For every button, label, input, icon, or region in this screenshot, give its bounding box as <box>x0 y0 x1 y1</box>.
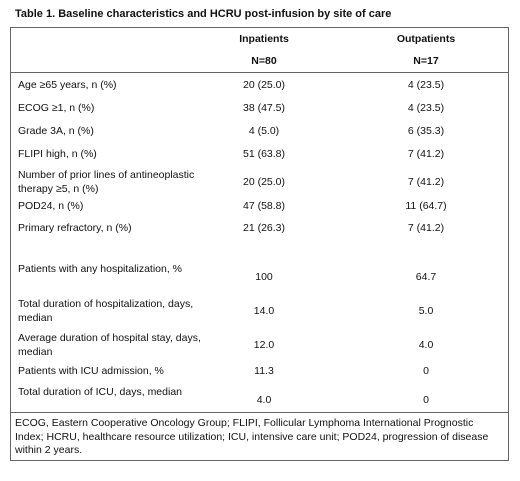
table-frame <box>10 27 509 461</box>
row-label: FLIPI high, n (%) <box>18 148 97 160</box>
cell-inpatients: 20 (25.0) <box>242 176 286 188</box>
col-header-outpatients: Outpatients <box>396 33 456 45</box>
row-label: Age ≥65 years, n (%) <box>18 79 117 91</box>
table-footnote: ECOG, Eastern Cooperative Oncology Group… <box>15 417 489 456</box>
cell-inpatients: 12.0 <box>253 339 275 351</box>
row-label: Average duration of hospital stay, days,… <box>18 332 201 358</box>
cell-outpatients: 11 (64.7) <box>405 200 447 212</box>
header-divider <box>10 72 509 73</box>
row-label: ECOG ≥1, n (%) <box>18 102 95 114</box>
row-label: Patients with ICU admission, % <box>18 365 164 377</box>
row-label: Primary refractory, n (%) <box>18 222 132 234</box>
cell-inpatients: 20 (25.0) <box>242 79 286 91</box>
cell-outpatients: 0 <box>423 394 429 406</box>
cell-outpatients: 5.0 <box>418 305 434 317</box>
cell-outpatients: 7 (41.2) <box>407 148 445 160</box>
cell-inpatients: 14.0 <box>253 305 275 317</box>
cell-outpatients: 7 (41.2) <box>407 176 445 188</box>
cell-inpatients: 4.0 <box>256 394 272 406</box>
cell-inpatients: 100 <box>255 271 273 283</box>
cell-outpatients: 4 (23.5) <box>407 79 445 91</box>
cell-outpatients: 0 <box>423 365 429 377</box>
cell-inpatients: 4 (5.0) <box>248 125 280 137</box>
cell-outpatients: 6 (35.3) <box>407 125 445 137</box>
cell-inpatients: 51 (63.8) <box>242 148 286 160</box>
col-n-inpatients: N=80 <box>251 55 277 67</box>
cell-outpatients: 64.7 <box>415 271 437 283</box>
row-label: Number of prior lines of antineoplastic … <box>18 169 195 195</box>
cell-outpatients: 7 (41.2) <box>407 222 445 234</box>
col-n-outpatients: N=17 <box>413 55 439 67</box>
cell-inpatients: 11.3 <box>254 365 274 377</box>
table-title: Table 1. Baseline characteristics and HC… <box>15 8 392 20</box>
row-label: Total duration of ICU, days, median <box>18 386 183 398</box>
row-label: POD24, n (%) <box>18 200 84 212</box>
row-label: Grade 3A, n (%) <box>18 125 94 137</box>
cell-inpatients: 47 (58.8) <box>242 200 286 212</box>
cell-outpatients: 4 (23.5) <box>407 102 445 114</box>
row-label: Patients with any hospitalization, % <box>18 263 183 275</box>
footnote-divider <box>10 412 509 413</box>
cell-inpatients: 21 (26.3) <box>242 222 286 234</box>
row-label: Total duration of hospitalization, days,… <box>18 298 194 324</box>
cell-outpatients: 4.0 <box>418 339 434 351</box>
col-header-inpatients: Inpatients <box>239 33 289 45</box>
cell-inpatients: 38 (47.5) <box>242 102 286 114</box>
